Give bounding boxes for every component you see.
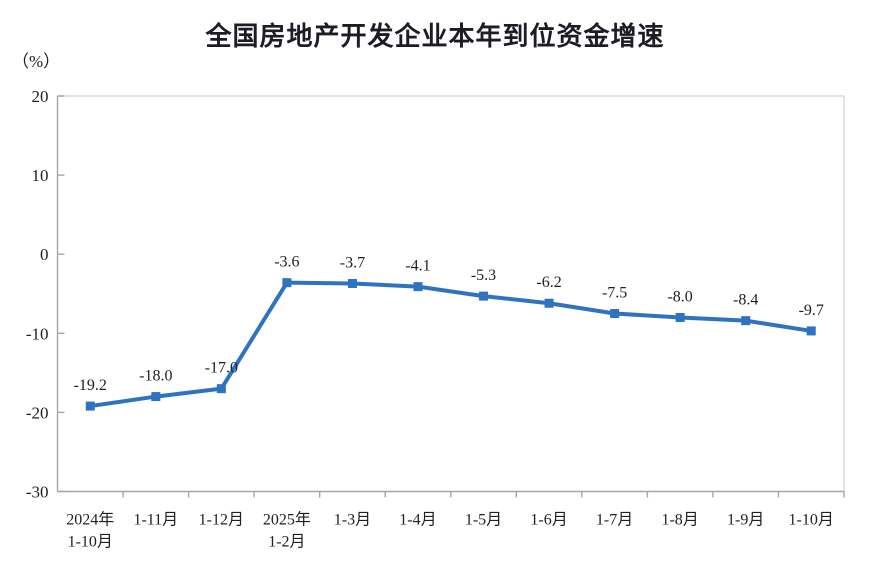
x-tick-label: 1-4月 bbox=[399, 512, 436, 529]
data-point-label: -4.1 bbox=[405, 258, 430, 275]
data-point-label: -3.6 bbox=[274, 254, 299, 271]
x-tick-label: 1-9月 bbox=[727, 512, 764, 529]
x-tick-label: 1-6月 bbox=[530, 512, 567, 529]
data-point-marker bbox=[741, 316, 751, 326]
data-point-label: -7.5 bbox=[602, 285, 627, 302]
data-point-label: -9.7 bbox=[799, 302, 824, 319]
data-point-marker bbox=[216, 384, 226, 394]
data-point-marker bbox=[413, 282, 423, 292]
data-point-marker bbox=[675, 312, 685, 322]
y-tick-label: -10 bbox=[26, 324, 49, 343]
data-point-marker bbox=[806, 326, 816, 336]
x-tick-label: 1-5月 bbox=[465, 512, 502, 529]
data-point-label: -18.0 bbox=[139, 368, 172, 385]
x-tick-label: 1-3月 bbox=[334, 512, 371, 529]
y-tick-label: 10 bbox=[32, 166, 49, 185]
data-point-marker bbox=[151, 392, 161, 402]
data-point-label: -5.3 bbox=[471, 267, 496, 284]
data-point-label: -8.0 bbox=[667, 288, 692, 305]
data-point-label: -17.0 bbox=[205, 360, 238, 377]
data-point-label: -8.4 bbox=[733, 292, 758, 309]
x-tick-label: 1-12月 bbox=[199, 512, 244, 529]
data-point-marker bbox=[347, 278, 357, 288]
x-tick-label: 1-7月 bbox=[596, 512, 633, 529]
y-tick-label: 0 bbox=[40, 245, 49, 264]
data-point-marker bbox=[479, 291, 489, 301]
series-line bbox=[88, 280, 814, 409]
data-point-marker bbox=[544, 298, 554, 308]
data-point-label: -19.2 bbox=[74, 377, 107, 394]
y-tick-label: 20 bbox=[32, 87, 49, 106]
x-tick-label: 2025年 1-2月 bbox=[263, 511, 311, 551]
data-point-label: -3.7 bbox=[340, 254, 365, 271]
x-tick-label: 1-8月 bbox=[661, 512, 698, 529]
data-point-marker bbox=[610, 309, 620, 319]
data-point-marker bbox=[85, 401, 95, 411]
x-tick-label: 1-11月 bbox=[133, 512, 178, 529]
data-point-label: -6.2 bbox=[536, 274, 561, 291]
y-axis-unit-label: （%） bbox=[12, 52, 61, 71]
x-tick-label: 2024年 1-10月 bbox=[66, 511, 114, 551]
y-tick-label: -30 bbox=[26, 483, 49, 502]
chart-title: 全国房地产开发企业本年到位资金增速 bbox=[205, 21, 665, 51]
y-tick-label: -20 bbox=[26, 403, 49, 422]
data-point-marker bbox=[282, 278, 292, 288]
x-tick-label: 1-10月 bbox=[789, 512, 834, 529]
